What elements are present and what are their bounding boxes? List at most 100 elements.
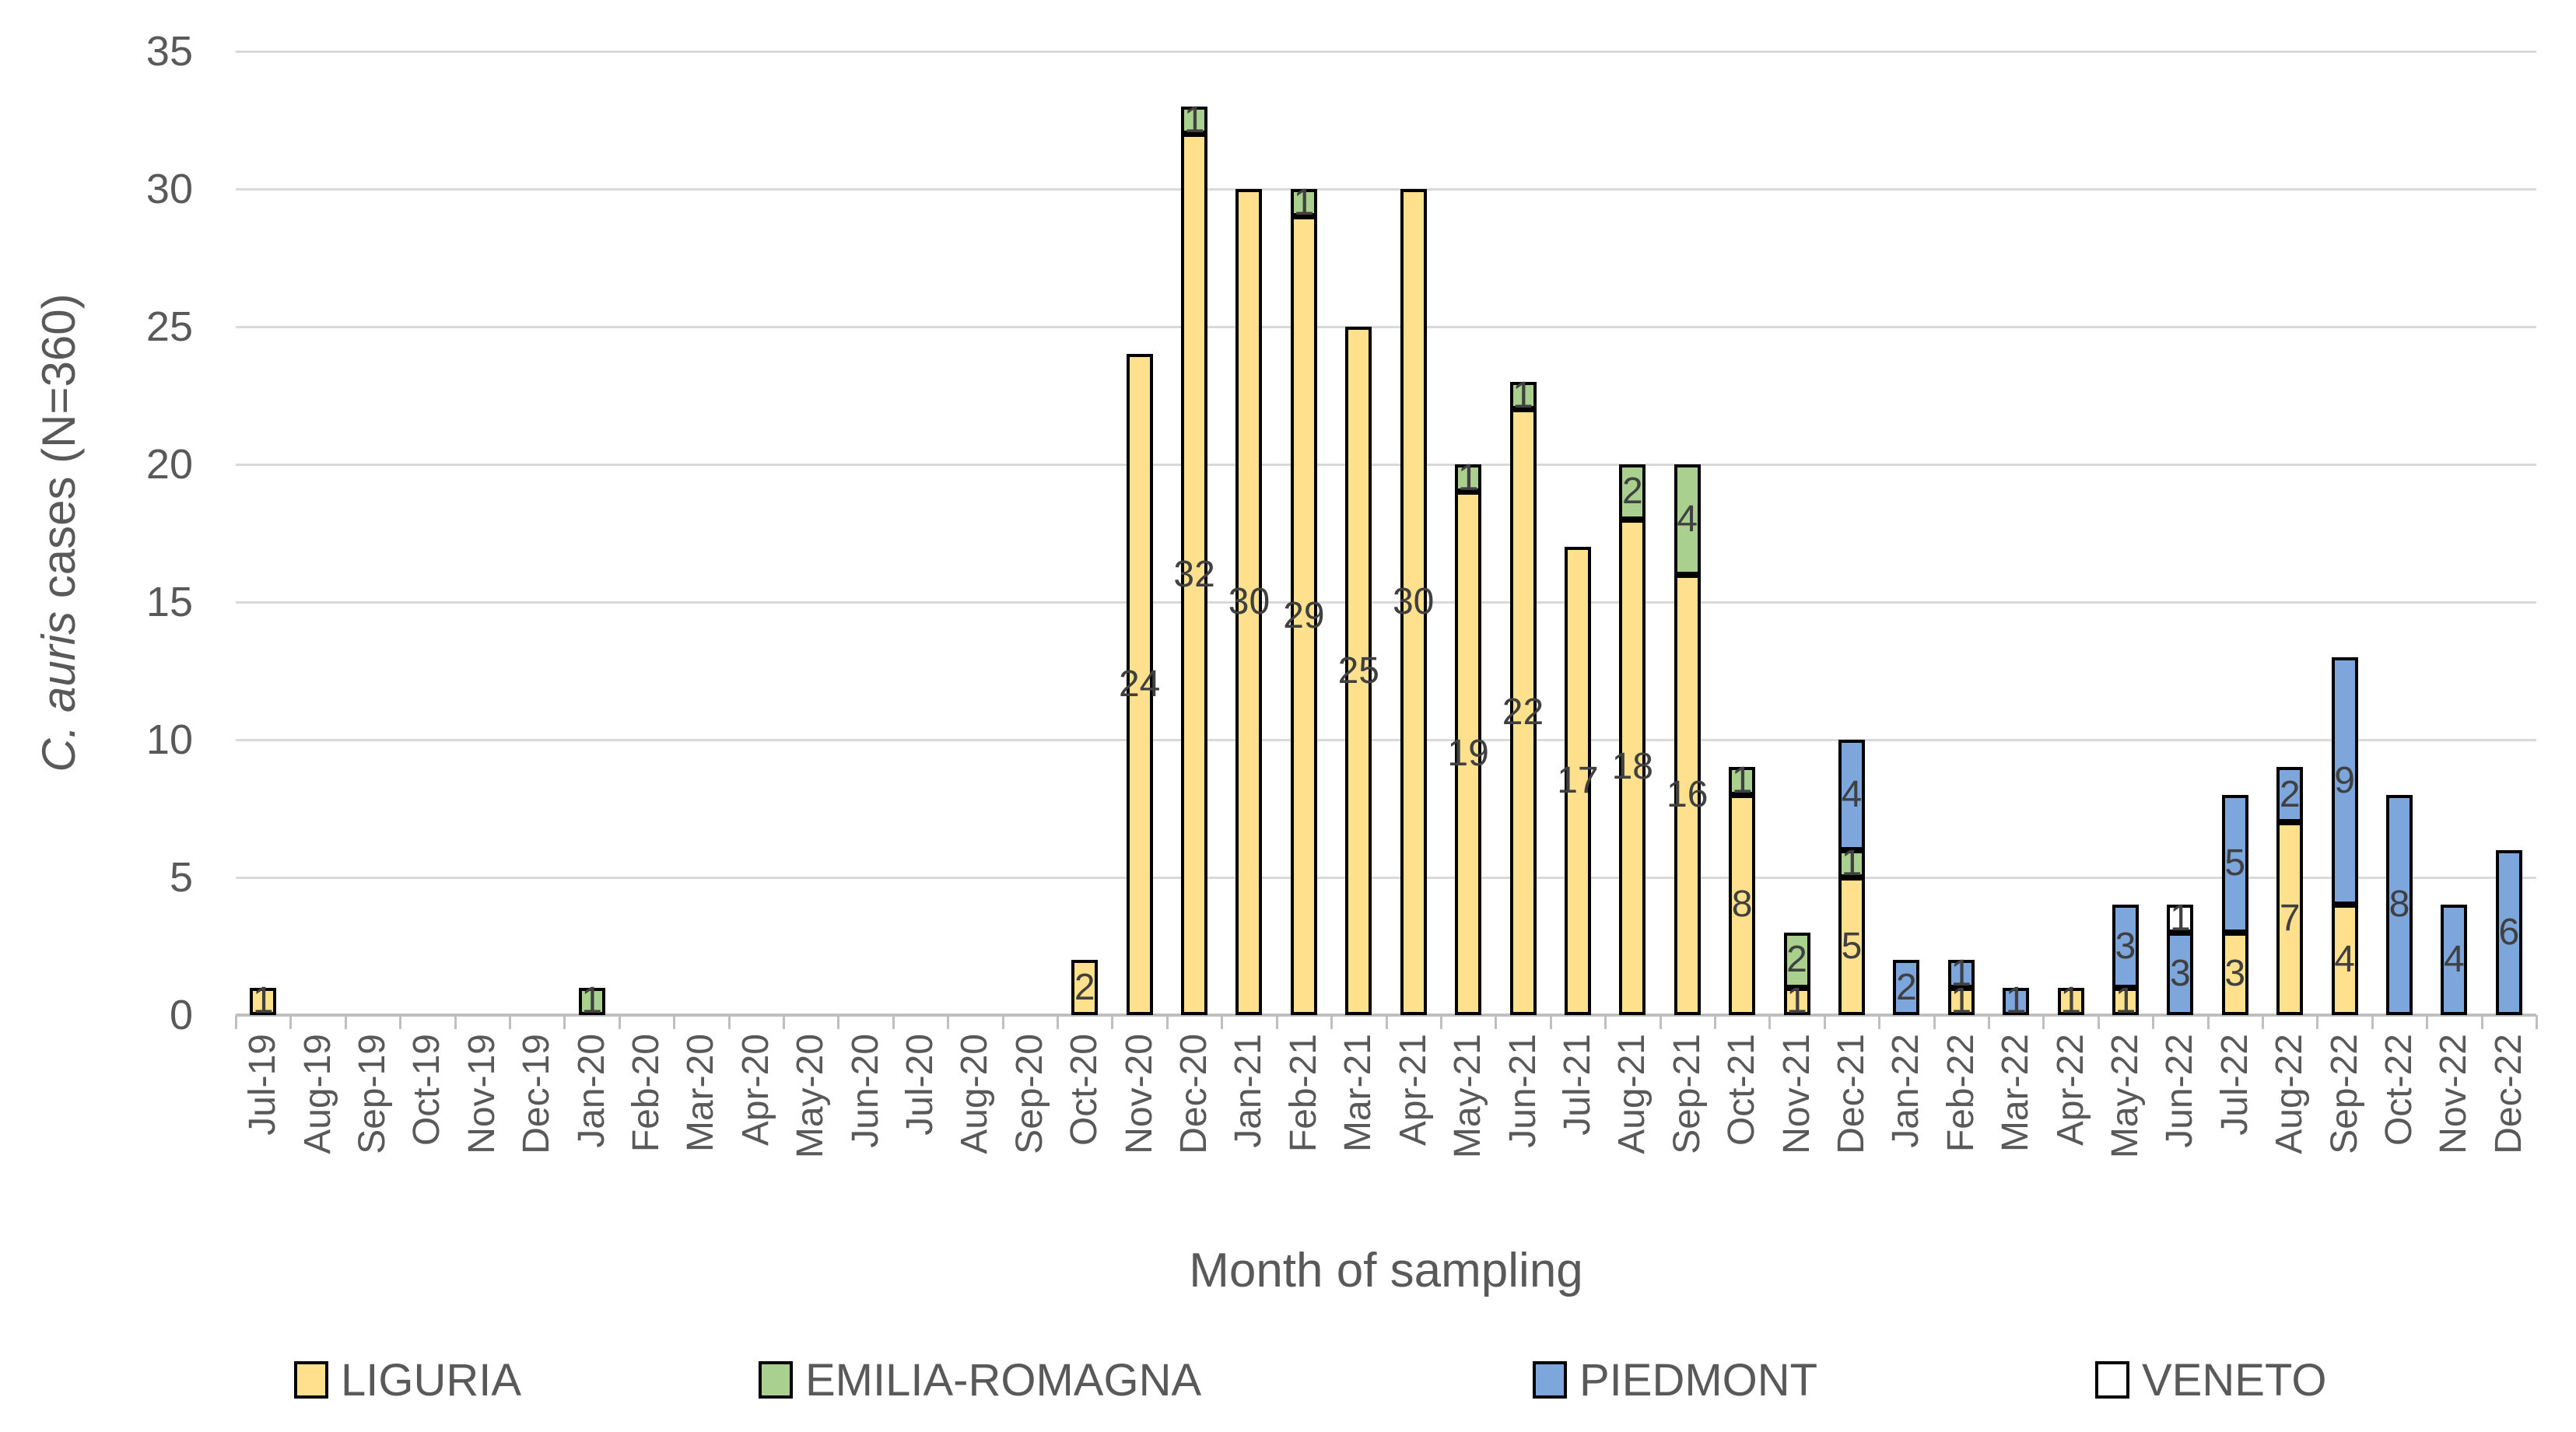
y-tick-label-0: 0 — [169, 992, 193, 1038]
x-axis-tick — [1878, 1015, 1881, 1029]
x-axis-tick — [563, 1015, 566, 1029]
bar-Jul-19-LIGURIA — [250, 987, 277, 1015]
legend-item-LIGURIA: LIGURIA — [294, 1355, 521, 1406]
x-tick-label-text: Mar-21 — [1337, 1034, 1379, 1153]
bar-Jul-22-PIEDMONT — [2221, 794, 2248, 933]
bar-Mar-22-PIEDMONT — [2003, 987, 2030, 1015]
bar-Jun-22-VENETO — [2167, 905, 2194, 933]
bar-Apr-22-LIGURIA — [2057, 987, 2084, 1015]
bar-value-label-Apr-21-LIGURIA: 30 — [1392, 581, 1435, 622]
x-tick-label-text: May-21 — [1447, 1034, 1489, 1159]
x-tick-label-Feb-21: Feb-21 — [1282, 1034, 1326, 1275]
x-tick-label-Mar-21: Mar-21 — [1337, 1034, 1380, 1275]
x-tick-label-Jun-22: Jun-22 — [2158, 1034, 2202, 1275]
x-tick-label-Sep-20: Sep-20 — [1008, 1034, 1052, 1275]
x-tick-label-Jul-19: Jul-19 — [241, 1034, 285, 1275]
x-tick-label-text: Dec-22 — [2487, 1034, 2529, 1154]
x-axis-tick — [1604, 1015, 1607, 1029]
x-tick-label-text: Apr-20 — [734, 1034, 776, 1147]
y-tick-label-35: 35 — [145, 28, 193, 75]
x-axis-tick — [399, 1015, 402, 1029]
bar-Sep-22-PIEDMONT — [2331, 656, 2358, 905]
x-tick-label-Dec-20: Dec-20 — [1172, 1034, 1216, 1275]
legend-item-EMILIA-ROMAGNA: EMILIA-ROMAGNA — [759, 1354, 1202, 1406]
x-axis-tick — [1713, 1015, 1716, 1029]
x-tick-label-Jun-20: Jun-20 — [844, 1034, 888, 1275]
bar-value-label-Sep-21-LIGURIA: 16 — [1667, 773, 1709, 815]
bar-May-22-PIEDMONT — [2112, 905, 2139, 988]
bar-value-label-Mar-22-PIEDMONT: 1 — [2005, 980, 2027, 1022]
x-tick-label-text: Oct-21 — [1721, 1034, 1763, 1147]
bar-value-label-Dec-20-EMILIA-ROMAGNA: 1 — [1183, 99, 1205, 141]
bar-Nov-20-LIGURIA — [1126, 354, 1153, 1015]
bar-Aug-21-EMILIA-ROMAGNA — [1619, 464, 1646, 520]
bar-Aug-22-LIGURIA — [2276, 822, 2304, 1015]
x-tick-label-text: Aug-22 — [2269, 1034, 2311, 1154]
bar-value-label-Aug-21-LIGURIA: 18 — [1611, 746, 1653, 788]
bar-May-21-EMILIA-ROMAGNA — [1455, 464, 1482, 492]
x-axis-tick — [2261, 1015, 2264, 1029]
x-tick-label-Jul-21: Jul-21 — [1556, 1034, 1600, 1275]
bar-value-label-Aug-21-EMILIA-ROMAGNA: 2 — [1621, 471, 1643, 513]
legend: LIGURIA EMILIA-ROMAGNA PIEDMONT VENETO — [0, 1355, 2576, 1409]
x-axis-tick — [235, 1015, 237, 1029]
bar-Dec-20-EMILIA-ROMAGNA — [1181, 106, 1208, 135]
x-axis-tick — [1549, 1015, 1552, 1029]
x-axis-tick — [1495, 1015, 1498, 1029]
x-axis-tick — [1221, 1015, 1224, 1029]
legend-label-EMILIA-ROMAGNA: EMILIA-ROMAGNA — [805, 1354, 1202, 1406]
x-tick-label-Nov-19: Nov-19 — [461, 1034, 504, 1275]
x-tick-label-Dec-21: Dec-21 — [1830, 1034, 1873, 1275]
x-axis-tick — [289, 1015, 293, 1029]
x-axis-tick — [947, 1015, 950, 1029]
y-tick-label-15: 15 — [145, 579, 193, 625]
bar-value-label-Jul-19-LIGURIA: 1 — [252, 980, 274, 1022]
x-axis-tick — [618, 1015, 621, 1029]
y-tick-label-10: 10 — [145, 716, 193, 763]
bar-value-label-Jun-21-EMILIA-ROMAGNA: 1 — [1512, 374, 1533, 416]
x-axis-tick — [2316, 1015, 2319, 1029]
bar-value-label-Sep-22-PIEDMONT: 9 — [2334, 760, 2355, 802]
x-axis-title: Month of sampling — [1189, 1244, 1583, 1297]
x-tick-label-Aug-22: Aug-22 — [2268, 1034, 2311, 1275]
x-axis-tick — [1001, 1015, 1004, 1029]
bar-value-label-Dec-21-PIEDMONT: 4 — [1841, 773, 1863, 815]
bar-Dec-20-LIGURIA — [1181, 134, 1208, 1015]
x-tick-label-text: Jun-21 — [1502, 1034, 1544, 1148]
x-tick-label-Sep-19: Sep-19 — [351, 1034, 394, 1275]
gridline-10 — [236, 738, 2536, 741]
x-axis-tick — [1385, 1015, 1388, 1029]
bar-May-21-LIGURIA — [1455, 492, 1482, 1015]
bar-Nov-21-EMILIA-ROMAGNA — [1783, 932, 1810, 988]
x-axis-tick — [1330, 1015, 1334, 1029]
x-tick-label-text: Aug-19 — [296, 1034, 338, 1154]
bar-value-label-Dec-22-PIEDMONT: 6 — [2498, 911, 2520, 953]
gridline-15 — [236, 600, 2536, 604]
x-tick-label-Feb-20: Feb-20 — [625, 1034, 668, 1275]
x-axis-tick — [673, 1015, 676, 1029]
x-tick-label-Oct-19: Oct-19 — [405, 1034, 449, 1275]
bar-value-label-Jun-21-LIGURIA: 22 — [1502, 691, 1544, 733]
bar-Oct-21-EMILIA-ROMAGNA — [1729, 767, 1756, 795]
legend-label-PIEDMONT: PIEDMONT — [1579, 1354, 1818, 1406]
bar-Feb-21-EMILIA-ROMAGNA — [1290, 189, 1317, 217]
x-tick-label-Jun-21: Jun-21 — [1502, 1034, 1545, 1275]
x-tick-label-text: Oct-22 — [2378, 1034, 2420, 1147]
bar-value-label-Feb-21-EMILIA-ROMAGNA: 1 — [1293, 181, 1315, 223]
bar-value-label-Mar-21-LIGURIA: 25 — [1337, 649, 1379, 691]
bar-Mar-21-LIGURIA — [1345, 327, 1372, 1015]
x-axis-tick — [2371, 1015, 2374, 1029]
x-axis-tick — [1768, 1015, 1772, 1029]
bar-value-label-Aug-22-LIGURIA: 7 — [2279, 898, 2301, 940]
y-tick-label-20: 20 — [145, 441, 193, 488]
x-tick-label-Oct-21: Oct-21 — [1720, 1034, 1764, 1275]
bar-value-label-Nov-20-LIGURIA: 24 — [1118, 663, 1161, 705]
x-tick-label-Aug-21: Aug-21 — [1610, 1034, 1654, 1275]
x-tick-label-text: Nov-20 — [1118, 1034, 1160, 1154]
x-axis-tick — [1823, 1015, 1826, 1029]
x-tick-label-Apr-20: Apr-20 — [734, 1034, 778, 1275]
bar-Jun-21-EMILIA-ROMAGNA — [1509, 381, 1537, 410]
bar-Oct-21-LIGURIA — [1729, 794, 1756, 1015]
bar-Dec-21-EMILIA-ROMAGNA — [1838, 849, 1865, 877]
bar-value-label-Jul-22-PIEDMONT: 5 — [2224, 842, 2246, 884]
